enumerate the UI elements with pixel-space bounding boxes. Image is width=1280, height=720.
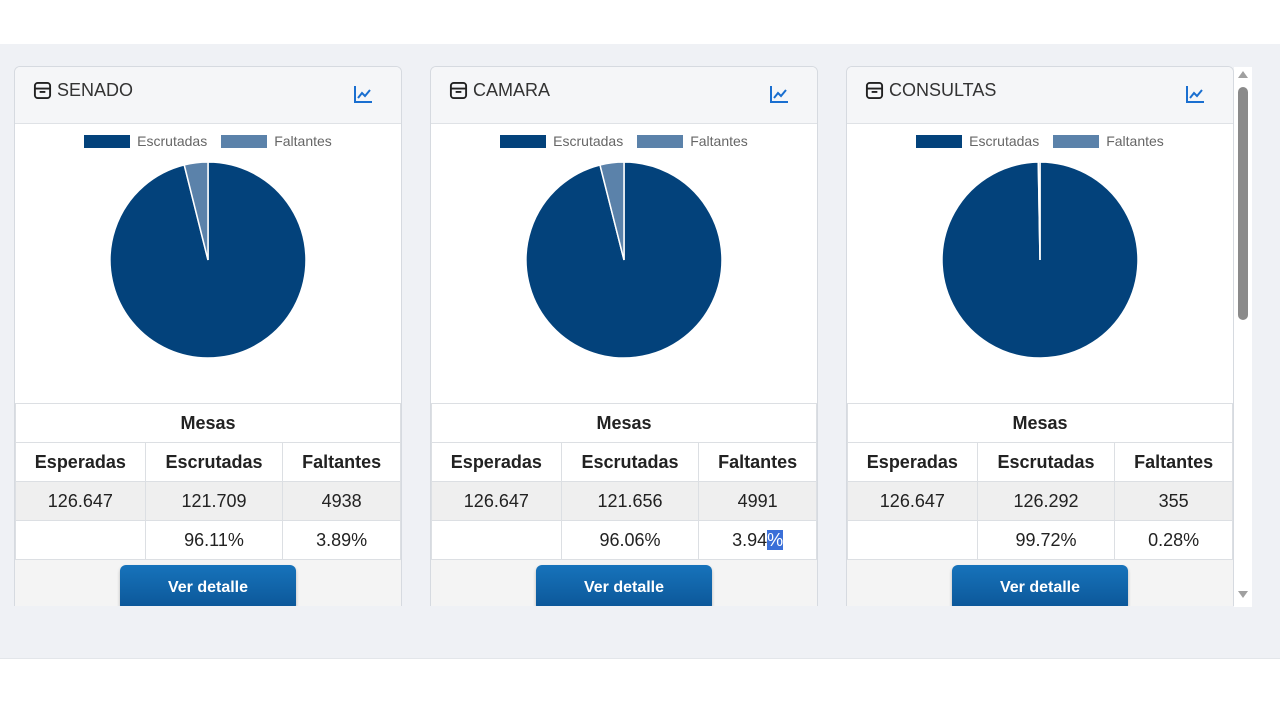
pie-chart xyxy=(109,161,307,359)
legend-swatch-escrutadas xyxy=(84,134,131,148)
card-title-label: CAMARA xyxy=(473,80,551,100)
header-escrutadas: Escrutadas xyxy=(144,442,284,482)
ver-detalle-button[interactable]: Ver detalle xyxy=(952,565,1128,606)
legend-swatch-escrutadas xyxy=(500,134,547,148)
empty-cell xyxy=(431,520,562,560)
line-chart-icon[interactable] xyxy=(353,84,373,104)
card-title-label: CONSULTAS xyxy=(889,80,997,100)
pie-chart xyxy=(525,161,723,359)
card-title-label: SENADO xyxy=(57,80,134,100)
percent-faltantes: 3.94% xyxy=(698,520,817,560)
pie-chart xyxy=(941,161,1139,359)
chart-legend: Escrutadas Faltantes xyxy=(847,133,1233,149)
table-row: 126.647 121.709 4938 xyxy=(15,481,401,521)
ver-detalle-button[interactable]: Ver detalle xyxy=(536,565,712,606)
percent-escrutadas: 96.11% xyxy=(144,520,284,560)
value-escrutadas: 126.292 xyxy=(976,481,1116,521)
legend-item-escrutadas[interactable]: Escrutadas xyxy=(500,133,623,149)
legend-label: Faltantes xyxy=(1106,133,1164,149)
value-faltantes: 4991 xyxy=(698,481,817,521)
pie-slice-faltantes[interactable] xyxy=(183,161,209,261)
empty-cell xyxy=(15,520,146,560)
card-camara: CAMARA Escrutadas Faltantes Mesas Espera… xyxy=(430,66,818,606)
table-row: 99.72% 0.28% xyxy=(847,520,1233,560)
legend-item-escrutadas[interactable]: Escrutadas xyxy=(916,133,1039,149)
percent-faltantes: 3.89% xyxy=(282,520,401,560)
legend-item-faltantes[interactable]: Faltantes xyxy=(637,133,748,149)
header-escrutadas: Escrutadas xyxy=(560,442,700,482)
legend-label: Escrutadas xyxy=(969,133,1040,149)
value-escrutadas: 121.656 xyxy=(560,481,700,521)
cards-viewport: SENADO Escrutadas Faltantes Mesas Espera… xyxy=(0,44,1252,606)
value-faltantes: 4938 xyxy=(282,481,401,521)
text-selection-highlight: % xyxy=(767,529,784,550)
pie-slice-faltantes[interactable] xyxy=(1037,161,1041,261)
legend-item-faltantes[interactable]: Faltantes xyxy=(221,133,332,149)
legend-swatch-escrutadas xyxy=(916,134,963,148)
mesas-table: Mesas Esperadas Escrutadas Faltantes 126… xyxy=(431,403,817,560)
card-title: SENADO xyxy=(33,80,133,101)
table-title: Mesas xyxy=(847,403,1233,443)
button-row: Ver detalle xyxy=(847,559,1233,606)
header-esperadas: Esperadas xyxy=(15,442,146,482)
card-senado: SENADO Escrutadas Faltantes Mesas Espera… xyxy=(14,66,402,606)
line-chart-icon[interactable] xyxy=(1185,84,1205,104)
header-faltantes: Faltantes xyxy=(698,442,817,482)
archive-box-icon xyxy=(33,81,52,100)
header-faltantes: Faltantes xyxy=(1114,442,1233,482)
value-faltantes: 355 xyxy=(1114,481,1233,521)
scroll-up-arrow-icon[interactable] xyxy=(1238,71,1248,78)
button-row: Ver detalle xyxy=(15,559,401,606)
chart-legend: Escrutadas Faltantes xyxy=(431,133,817,149)
header-esperadas: Esperadas xyxy=(847,442,978,482)
card-consultas: CONSULTAS Escrutadas Faltantes Mesas Esp… xyxy=(846,66,1234,606)
table-row: 126.647 121.656 4991 xyxy=(431,481,817,521)
scrollbar-thumb[interactable] xyxy=(1238,87,1248,320)
legend-label: Escrutadas xyxy=(137,133,208,149)
legend-swatch-faltantes xyxy=(221,134,268,148)
percent-faltantes: 0.28% xyxy=(1114,520,1233,560)
chart-legend: Escrutadas Faltantes xyxy=(15,133,401,149)
legend-item-faltantes[interactable]: Faltantes xyxy=(1053,133,1164,149)
value-escrutadas: 121.709 xyxy=(144,481,284,521)
percent-faltantes-number: 3.94 xyxy=(732,529,768,550)
vertical-scrollbar[interactable] xyxy=(1234,67,1252,607)
legend-label: Escrutadas xyxy=(553,133,624,149)
mesas-table: Mesas Esperadas Escrutadas Faltantes 126… xyxy=(847,403,1233,560)
pie-slice-faltantes[interactable] xyxy=(599,161,625,261)
table-row: 96.11% 3.89% xyxy=(15,520,401,560)
empty-cell xyxy=(847,520,978,560)
percent-escrutadas: 99.72% xyxy=(976,520,1116,560)
legend-label: Faltantes xyxy=(690,133,748,149)
card-title: CAMARA xyxy=(449,80,550,101)
pie-slice-escrutadas[interactable] xyxy=(525,161,723,359)
legend-swatch-faltantes xyxy=(637,134,684,148)
value-esperadas: 126.647 xyxy=(15,481,146,521)
header-esperadas: Esperadas xyxy=(431,442,562,482)
scroll-down-arrow-icon[interactable] xyxy=(1238,591,1248,598)
ver-detalle-button[interactable]: Ver detalle xyxy=(120,565,296,606)
archive-box-icon xyxy=(449,81,468,100)
card-header: SENADO xyxy=(15,67,401,124)
table-row: 96.06% 3.94% xyxy=(431,520,817,560)
button-row: Ver detalle xyxy=(431,559,817,606)
header-faltantes: Faltantes xyxy=(282,442,401,482)
value-esperadas: 126.647 xyxy=(847,481,978,521)
table-title: Mesas xyxy=(431,403,817,443)
header-escrutadas: Escrutadas xyxy=(976,442,1116,482)
archive-box-icon xyxy=(865,81,884,100)
table-row: 126.647 126.292 355 xyxy=(847,481,1233,521)
legend-label: Faltantes xyxy=(274,133,332,149)
mesas-table: Mesas Esperadas Escrutadas Faltantes 126… xyxy=(15,403,401,560)
card-header: CONSULTAS xyxy=(847,67,1233,124)
legend-swatch-faltantes xyxy=(1053,134,1100,148)
value-esperadas: 126.647 xyxy=(431,481,562,521)
card-title: CONSULTAS xyxy=(865,80,996,101)
percent-escrutadas: 96.06% xyxy=(560,520,700,560)
pie-slice-escrutadas[interactable] xyxy=(109,161,307,359)
card-header: CAMARA xyxy=(431,67,817,124)
legend-item-escrutadas[interactable]: Escrutadas xyxy=(84,133,207,149)
table-title: Mesas xyxy=(15,403,401,443)
line-chart-icon[interactable] xyxy=(769,84,789,104)
